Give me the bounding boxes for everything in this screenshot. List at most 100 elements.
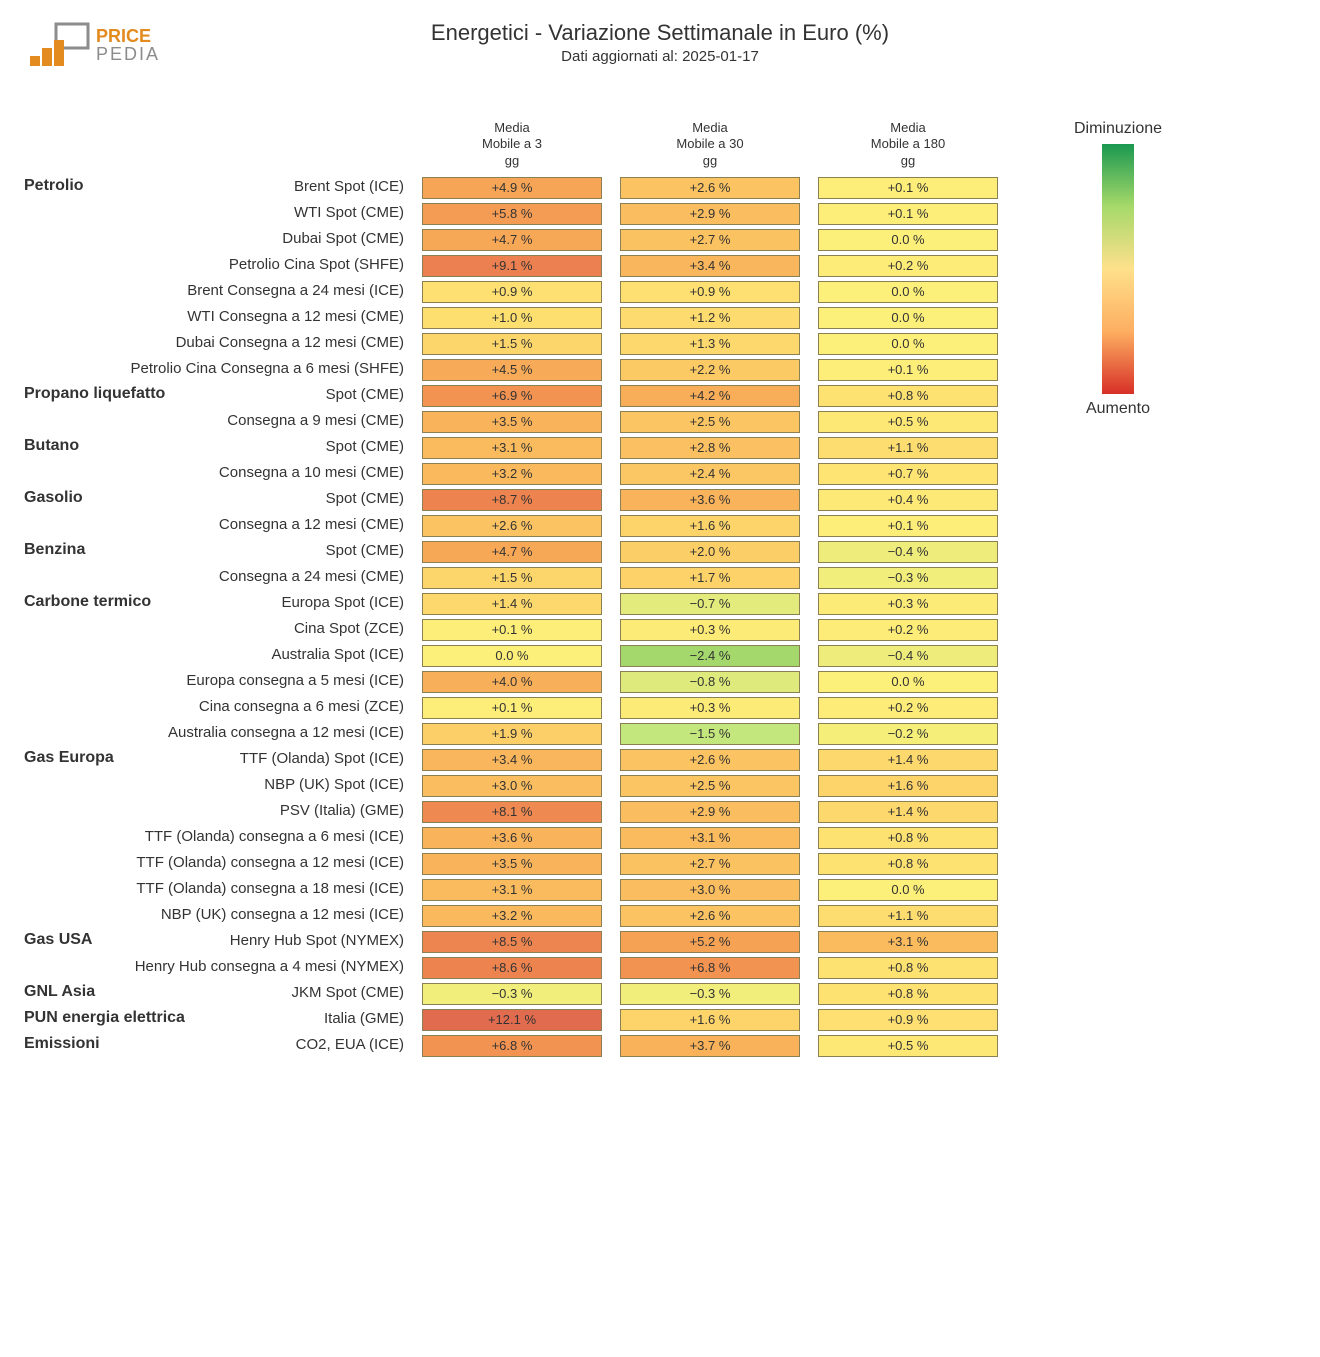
heatmap-cell-wrap: +4.9 % xyxy=(422,175,602,201)
heatmap-cell: +1.4 % xyxy=(422,593,602,615)
row-labels: TTF (Olanda) consegna a 12 mesi (ICE) xyxy=(24,851,404,877)
heatmap-cell: +8.6 % xyxy=(422,957,602,979)
heatmap-cell: −0.2 % xyxy=(818,723,998,745)
heatmap-cell: +0.3 % xyxy=(620,619,800,641)
category-label: Emissioni xyxy=(24,1035,100,1053)
item-label: Dubai Spot (CME) xyxy=(282,230,404,247)
heatmap-cell: +2.6 % xyxy=(620,749,800,771)
heatmap-cell-wrap: +1.4 % xyxy=(818,747,998,773)
heatmap-cell: −1.5 % xyxy=(620,723,800,745)
heatmap-cell-wrap: +1.4 % xyxy=(818,799,998,825)
item-label: Spot (CME) xyxy=(326,386,404,403)
heatmap-cell: +3.5 % xyxy=(422,853,602,875)
column-header: MediaMobile a 30gg xyxy=(620,120,800,175)
heatmap-cell-wrap: +1.7 % xyxy=(620,565,800,591)
page: PRICE PEDIA Energetici - Variazione Sett… xyxy=(0,0,1320,1083)
heatmap-cell-wrap: +5.8 % xyxy=(422,201,602,227)
heatmap-cell: +0.3 % xyxy=(620,697,800,719)
color-legend: Diminuzione Aumento xyxy=(1058,120,1178,418)
heatmap-cell-wrap: +3.1 % xyxy=(620,825,800,851)
row-labels: Petrolio Brent Spot (ICE) xyxy=(24,175,404,201)
heatmap-cell-wrap: +2.7 % xyxy=(620,227,800,253)
item-label: TTF (Olanda) consegna a 18 mesi (ICE) xyxy=(136,880,404,897)
heatmap-cell: −0.4 % xyxy=(818,645,998,667)
heatmap-cell-wrap: −0.3 % xyxy=(620,981,800,1007)
row-labels: Consegna a 10 mesi (CME) xyxy=(24,461,404,487)
item-label: Henry Hub consegna a 4 mesi (NYMEX) xyxy=(135,958,404,975)
heatmap-cell: −2.4 % xyxy=(620,645,800,667)
heatmap-cell: +8.1 % xyxy=(422,801,602,823)
heatmap-cell-wrap: −0.3 % xyxy=(422,981,602,1007)
category-label: Petrolio xyxy=(24,177,84,195)
heatmap-cell: +0.1 % xyxy=(818,359,998,381)
heatmap-cell: −0.8 % xyxy=(620,671,800,693)
heatmap-cell: +6.8 % xyxy=(422,1035,602,1057)
row-labels: Petrolio Cina Consegna a 6 mesi (SHFE) xyxy=(24,357,404,383)
row-labels: ButanoSpot (CME) xyxy=(24,435,404,461)
row-labels: Petrolio Cina Spot (SHFE) xyxy=(24,253,404,279)
item-label: Brent Spot (ICE) xyxy=(294,178,404,195)
heatmap-cell-wrap: +8.5 % xyxy=(422,929,602,955)
heatmap-cell-wrap: +3.5 % xyxy=(422,851,602,877)
heatmap-cell-wrap: +0.7 % xyxy=(818,461,998,487)
heatmap-cell-wrap: −0.2 % xyxy=(818,721,998,747)
row-labels: Brent Consegna a 24 mesi (ICE) xyxy=(24,279,404,305)
heatmap-cell: 0.0 % xyxy=(818,671,998,693)
logo-text-bottom: PEDIA xyxy=(96,44,160,64)
heatmap-cell-wrap: +0.9 % xyxy=(620,279,800,305)
row-labels: Gas USAHenry Hub Spot (NYMEX) xyxy=(24,929,404,955)
item-label: TTF (Olanda) consegna a 12 mesi (ICE) xyxy=(136,854,404,871)
item-label: Cina Spot (ZCE) xyxy=(294,620,404,637)
heatmap-cell-wrap: +3.2 % xyxy=(422,903,602,929)
item-label: Spot (CME) xyxy=(326,490,404,507)
heatmap-cell: +1.4 % xyxy=(818,749,998,771)
body: MediaMobile a 3gg MediaMobile a 30gg Media… xyxy=(24,120,1296,1059)
heatmap-cell: +0.8 % xyxy=(818,385,998,407)
heatmap-cell: +3.1 % xyxy=(422,437,602,459)
column-header: MediaMobile a 180gg xyxy=(818,120,998,175)
heatmap-cell-wrap: +2.5 % xyxy=(620,409,800,435)
category-label: Butano xyxy=(24,437,79,455)
heatmap-cell-wrap: +2.8 % xyxy=(620,435,800,461)
heatmap-cell: +0.9 % xyxy=(818,1009,998,1031)
heatmap-cell-wrap: +12.1 % xyxy=(422,1007,602,1033)
heatmap-cell: +1.5 % xyxy=(422,333,602,355)
item-label: Petrolio Cina Spot (SHFE) xyxy=(229,256,404,273)
item-label: Petrolio Cina Consegna a 6 mesi (SHFE) xyxy=(131,360,404,377)
heatmap-cell: +1.0 % xyxy=(422,307,602,329)
heatmap-cell: +2.0 % xyxy=(620,541,800,563)
heatmap-cell-wrap: −0.8 % xyxy=(620,669,800,695)
column-header: MediaMobile a 3gg xyxy=(422,120,602,175)
heatmap-cell: +2.2 % xyxy=(620,359,800,381)
heatmap-cell-wrap: −0.4 % xyxy=(818,539,998,565)
heatmap-cell-wrap: +3.6 % xyxy=(620,487,800,513)
heatmap-cell-wrap: −0.4 % xyxy=(818,643,998,669)
item-label: Australia consegna a 12 mesi (ICE) xyxy=(168,724,404,741)
heatmap-cell-wrap: +8.7 % xyxy=(422,487,602,513)
heatmap-cell: +0.4 % xyxy=(818,489,998,511)
row-labels: Consegna a 24 mesi (CME) xyxy=(24,565,404,591)
item-label: Henry Hub Spot (NYMEX) xyxy=(230,932,404,949)
heatmap-cell: +4.2 % xyxy=(620,385,800,407)
heatmap-cell: +0.1 % xyxy=(422,619,602,641)
row-labels: Consegna a 12 mesi (CME) xyxy=(24,513,404,539)
item-label: Consegna a 9 mesi (CME) xyxy=(227,412,404,429)
heatmap-cell: +0.8 % xyxy=(818,827,998,849)
heatmap-cell: +0.5 % xyxy=(818,1035,998,1057)
heatmap-cell-wrap: 0.0 % xyxy=(818,331,998,357)
heatmap-cell-wrap: +0.1 % xyxy=(422,695,602,721)
heatmap-cell-wrap: +0.8 % xyxy=(818,851,998,877)
heatmap-cell: +1.5 % xyxy=(422,567,602,589)
heatmap-cell-wrap: +2.6 % xyxy=(620,175,800,201)
heatmap-cell: +2.9 % xyxy=(620,801,800,823)
heatmap-cell-wrap: +6.9 % xyxy=(422,383,602,409)
header: PRICE PEDIA Energetici - Variazione Sett… xyxy=(24,20,1296,100)
category-label: Carbone termico xyxy=(24,593,151,611)
heatmap-cell-wrap: +4.5 % xyxy=(422,357,602,383)
heatmap-cell-wrap: +0.8 % xyxy=(818,981,998,1007)
item-label: NBP (UK) consegna a 12 mesi (ICE) xyxy=(161,906,404,923)
heatmap-cell-wrap: +4.2 % xyxy=(620,383,800,409)
heatmap-cell-wrap: +0.9 % xyxy=(818,1007,998,1033)
item-label: Europa Spot (ICE) xyxy=(281,594,404,611)
heatmap-cell-wrap: +4.7 % xyxy=(422,539,602,565)
